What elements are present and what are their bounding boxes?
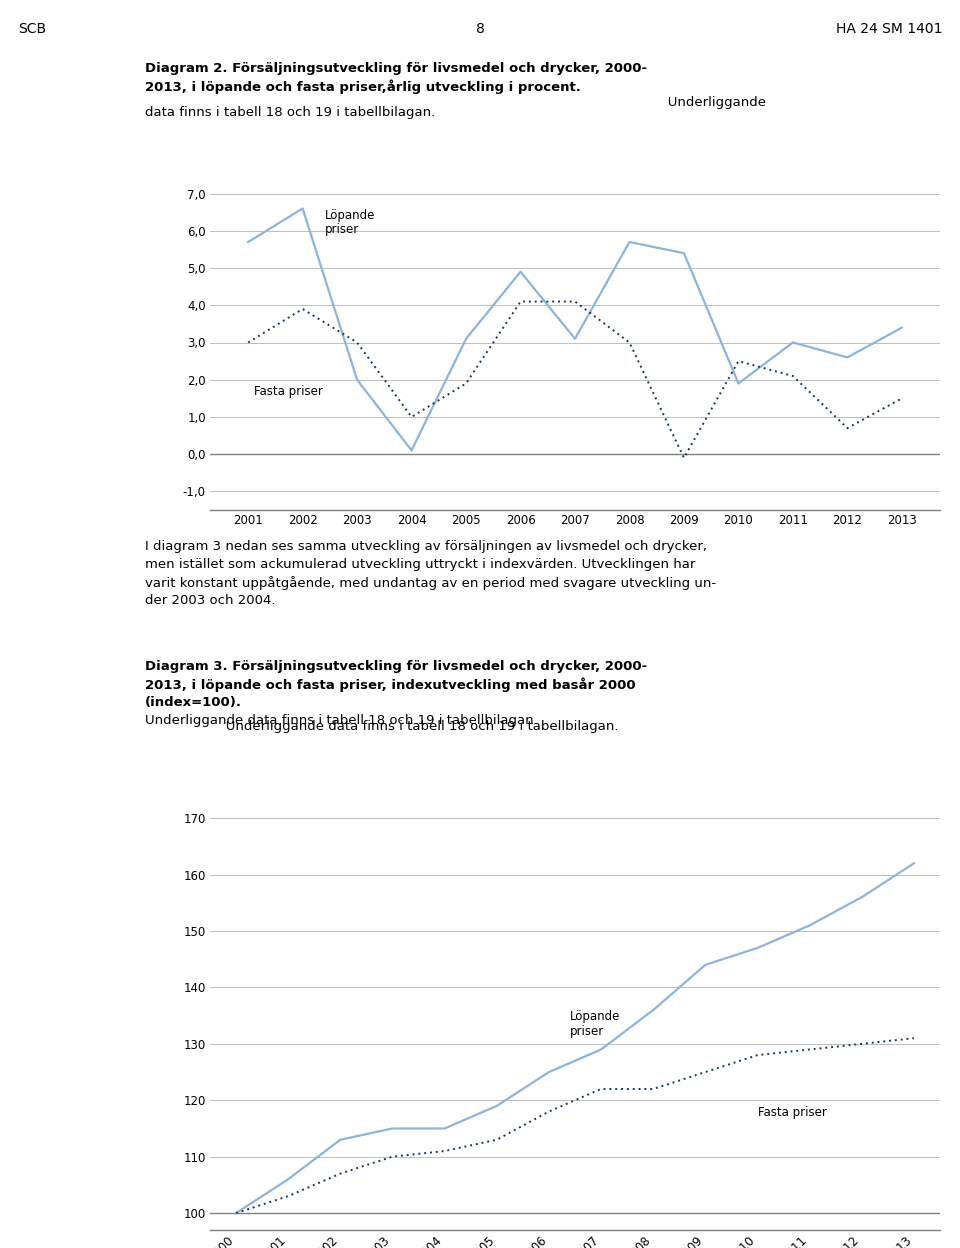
Text: Underliggande data finns i tabell 18 och 19 i tabellbilagan.: Underliggande data finns i tabell 18 och… [145, 714, 538, 728]
Text: Fasta priser: Fasta priser [253, 386, 323, 398]
Text: Löpande
priser: Löpande priser [324, 208, 374, 237]
Text: Diagram 3. Försäljningsutveckling för livsmedel och drycker, 2000-
2013, i löpan: Diagram 3. Försäljningsutveckling för li… [145, 660, 647, 709]
Text: Diagram 2. Försäljningsutveckling för livsmedel och drycker, 2000-
2013, i löpan: Diagram 2. Försäljningsutveckling för li… [145, 62, 647, 94]
Text: Fasta priser: Fasta priser [757, 1106, 827, 1119]
Text: Löpande
priser: Löpande priser [570, 1010, 620, 1038]
Text: men istället som ackumulerad utveckling uttryckt i indexvärden. Utvecklingen har: men istället som ackumulerad utveckling … [145, 558, 695, 572]
Text: I diagram 3 nedan ses samma utveckling av försäljningen av livsmedel och drycker: I diagram 3 nedan ses samma utveckling a… [145, 540, 707, 553]
Text: 8: 8 [475, 22, 485, 36]
Text: SCB: SCB [18, 22, 46, 36]
Text: der 2003 och 2004.: der 2003 och 2004. [145, 594, 276, 607]
Text: data finns i tabell 18 och 19 i tabellbilagan.: data finns i tabell 18 och 19 i tabellbi… [145, 106, 435, 119]
Text: HA 24 SM 1401: HA 24 SM 1401 [835, 22, 942, 36]
Text: varit konstant uppåtgående, med undantag av en period med svagare utveckling un-: varit konstant uppåtgående, med undantag… [145, 577, 716, 590]
Text: Underliggande: Underliggande [145, 62, 766, 109]
Text: Underliggande data finns i tabell 18 och 19 i tabellbilagan.: Underliggande data finns i tabell 18 och… [145, 720, 618, 733]
